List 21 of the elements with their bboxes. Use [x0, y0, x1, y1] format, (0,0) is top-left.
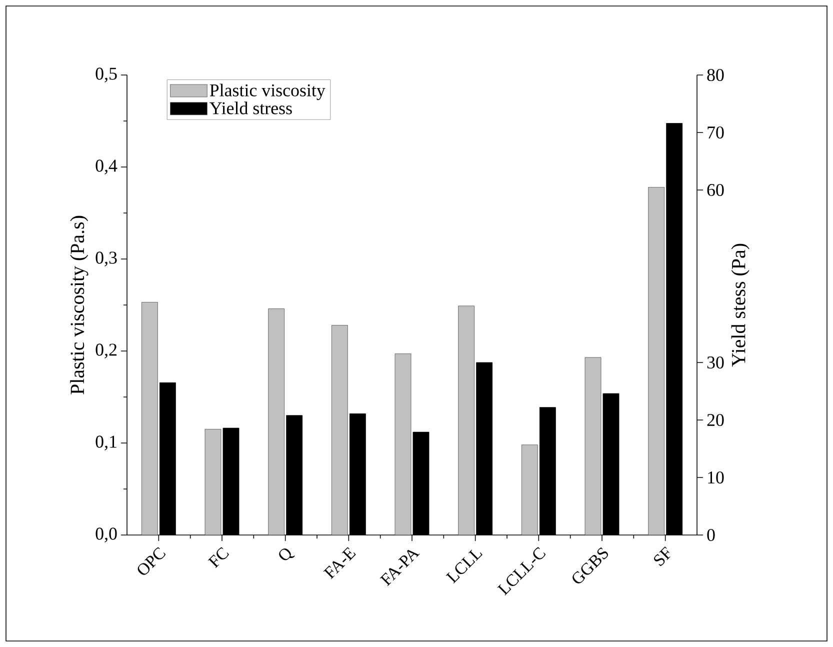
y-tick-label: 0,2 [96, 344, 117, 358]
y-tick-label: 0,4 [96, 160, 118, 174]
y2-tick-label: 80 [707, 68, 724, 82]
y-tick-label: 0,1 [96, 436, 116, 450]
x-tick-label: Q [279, 548, 295, 560]
y2-axis-title: Yield stess (Pa) [731, 244, 750, 367]
y2-tick-label: 30 [707, 356, 724, 369]
y2-tick-label: 0 [707, 528, 715, 542]
y-tick-label: 0,5 [96, 68, 117, 82]
x-tick-label: FC [208, 547, 229, 568]
y2-tick-label: 70 [708, 126, 724, 139]
y-tick-label: 0,3 [96, 252, 117, 266]
y2-tick-label: 10 [708, 471, 724, 484]
y2-tick-label: 20 [707, 414, 724, 426]
legend-label: Plastic viscosity [210, 84, 326, 100]
x-tick-label: SF [654, 546, 670, 566]
y2-tick-label: 60 [707, 184, 724, 196]
y-tick-label: 0,0 [96, 528, 117, 542]
y-axis-title: Plastic viscosity (Pa.s) [70, 216, 88, 394]
x-tick-label: OPC [138, 547, 166, 575]
legend-label: Yield stress [210, 102, 292, 114]
